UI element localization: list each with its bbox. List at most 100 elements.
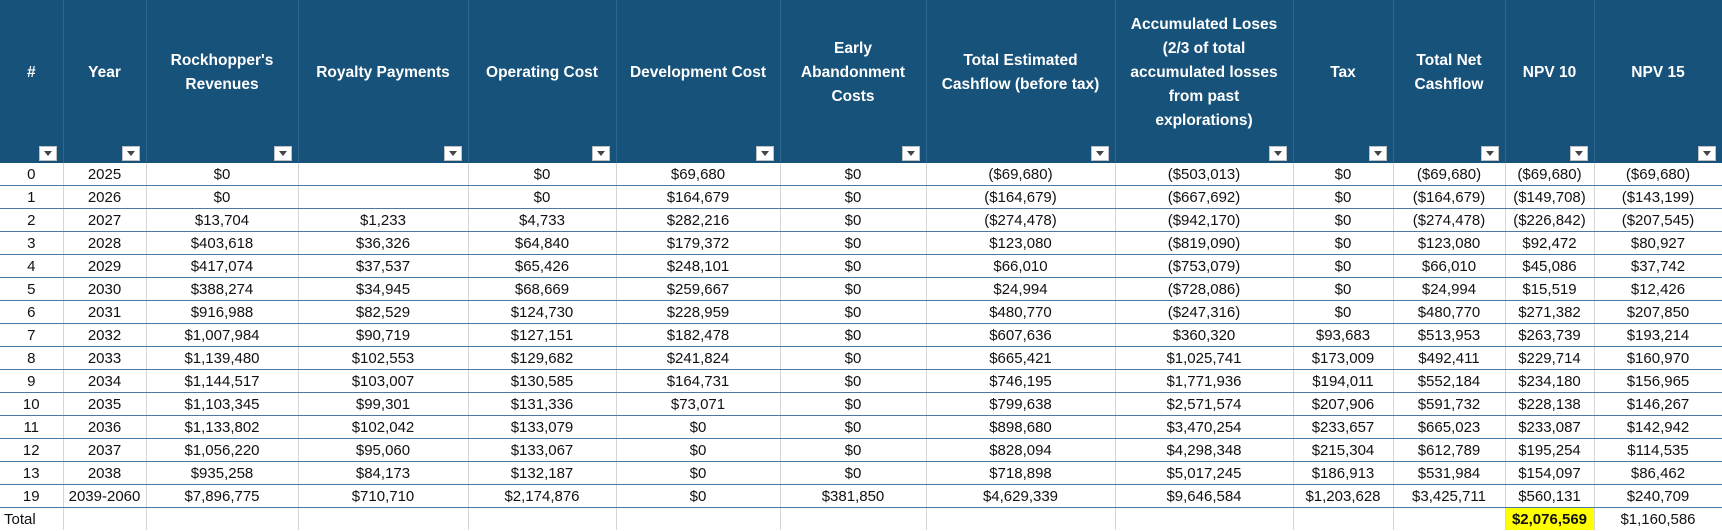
table-cell[interactable]: $1,144,517 bbox=[146, 369, 299, 393]
table-cell[interactable]: $84,173 bbox=[298, 461, 469, 485]
table-cell[interactable]: $229,714 bbox=[1505, 346, 1595, 370]
table-cell[interactable]: 2033 bbox=[63, 346, 147, 370]
table-cell[interactable]: $3,425,711 bbox=[1393, 484, 1506, 508]
table-cell[interactable]: $0 bbox=[146, 185, 299, 209]
table-cell[interactable]: $607,636 bbox=[926, 323, 1116, 347]
table-cell[interactable]: $0 bbox=[468, 185, 617, 209]
table-cell[interactable]: $207,850 bbox=[1594, 300, 1722, 324]
table-cell[interactable]: $0 bbox=[1293, 277, 1394, 301]
table-cell[interactable]: $591,732 bbox=[1393, 392, 1506, 416]
table-cell[interactable]: 2032 bbox=[63, 323, 147, 347]
table-cell[interactable]: $173,009 bbox=[1293, 346, 1394, 370]
table-cell[interactable]: $799,638 bbox=[926, 392, 1116, 416]
table-cell[interactable]: $746,195 bbox=[926, 369, 1116, 393]
table-cell[interactable]: $160,970 bbox=[1594, 346, 1722, 370]
table-cell[interactable]: $80,927 bbox=[1594, 231, 1722, 255]
table-cell[interactable]: $513,953 bbox=[1393, 323, 1506, 347]
table-cell[interactable]: 3 bbox=[0, 231, 64, 255]
table-cell[interactable]: 13 bbox=[0, 461, 64, 485]
table-cell[interactable]: $0 bbox=[780, 346, 927, 370]
filter-dropdown-icon[interactable] bbox=[38, 146, 57, 161]
table-cell[interactable]: $129,682 bbox=[468, 346, 617, 370]
table-cell[interactable] bbox=[146, 507, 299, 530]
table-cell[interactable]: $1,771,936 bbox=[1115, 369, 1294, 393]
table-cell[interactable]: 2025 bbox=[63, 163, 147, 186]
table-cell[interactable]: 4 bbox=[0, 254, 64, 278]
filter-dropdown-icon[interactable] bbox=[755, 146, 774, 161]
table-cell[interactable]: $65,426 bbox=[468, 254, 617, 278]
table-cell[interactable]: $5,017,245 bbox=[1115, 461, 1294, 485]
table-cell[interactable]: 2029 bbox=[63, 254, 147, 278]
table-cell[interactable]: $114,535 bbox=[1594, 438, 1722, 462]
table-cell[interactable] bbox=[616, 507, 781, 530]
filter-dropdown-icon[interactable] bbox=[1480, 146, 1499, 161]
table-cell[interactable] bbox=[468, 507, 617, 530]
table-cell[interactable]: $15,519 bbox=[1505, 277, 1595, 301]
table-cell[interactable]: $1,133,802 bbox=[146, 415, 299, 439]
table-cell[interactable]: $388,274 bbox=[146, 277, 299, 301]
table-cell[interactable]: $1,203,628 bbox=[1293, 484, 1394, 508]
table-cell[interactable]: $95,060 bbox=[298, 438, 469, 462]
filter-dropdown-icon[interactable] bbox=[1569, 146, 1588, 161]
table-cell[interactable]: $194,011 bbox=[1293, 369, 1394, 393]
table-cell[interactable]: $207,906 bbox=[1293, 392, 1394, 416]
table-cell[interactable]: $4,733 bbox=[468, 208, 617, 232]
table-cell[interactable]: $0 bbox=[780, 231, 927, 255]
table-cell[interactable]: ($69,680) bbox=[1594, 163, 1722, 186]
table-cell[interactable]: $64,840 bbox=[468, 231, 617, 255]
table-cell[interactable] bbox=[63, 507, 147, 530]
table-cell[interactable]: $34,945 bbox=[298, 277, 469, 301]
table-cell[interactable]: $935,258 bbox=[146, 461, 299, 485]
table-cell[interactable]: $156,965 bbox=[1594, 369, 1722, 393]
table-cell[interactable]: $102,042 bbox=[298, 415, 469, 439]
table-cell[interactable]: $1,103,345 bbox=[146, 392, 299, 416]
table-cell[interactable]: $93,683 bbox=[1293, 323, 1394, 347]
table-cell[interactable]: $417,074 bbox=[146, 254, 299, 278]
table-cell[interactable]: $0 bbox=[1293, 163, 1394, 186]
table-cell[interactable]: $1,025,741 bbox=[1115, 346, 1294, 370]
table-cell[interactable]: $179,372 bbox=[616, 231, 781, 255]
table-cell[interactable] bbox=[780, 507, 927, 530]
filter-dropdown-icon[interactable] bbox=[901, 146, 920, 161]
total-npv15[interactable]: $1,160,586 bbox=[1594, 507, 1722, 530]
table-cell[interactable]: $4,629,339 bbox=[926, 484, 1116, 508]
table-cell[interactable]: $916,988 bbox=[146, 300, 299, 324]
table-cell[interactable]: ($69,680) bbox=[1505, 163, 1595, 186]
table-cell[interactable]: $381,850 bbox=[780, 484, 927, 508]
table-cell[interactable]: $560,131 bbox=[1505, 484, 1595, 508]
table-cell[interactable]: 2034 bbox=[63, 369, 147, 393]
table-cell[interactable]: ($149,708) bbox=[1505, 185, 1595, 209]
table-cell[interactable]: ($69,680) bbox=[926, 163, 1116, 186]
table-cell[interactable]: $9,646,584 bbox=[1115, 484, 1294, 508]
table-cell[interactable]: $0 bbox=[780, 323, 927, 347]
table-cell[interactable]: $0 bbox=[1293, 300, 1394, 324]
filter-dropdown-icon[interactable] bbox=[1697, 146, 1716, 161]
table-cell[interactable]: ($164,679) bbox=[926, 185, 1116, 209]
table-cell[interactable]: $710,710 bbox=[298, 484, 469, 508]
table-cell[interactable]: $82,529 bbox=[298, 300, 469, 324]
table-cell[interactable]: 6 bbox=[0, 300, 64, 324]
table-cell[interactable]: $234,180 bbox=[1505, 369, 1595, 393]
table-cell[interactable]: 7 bbox=[0, 323, 64, 347]
table-cell[interactable]: $124,730 bbox=[468, 300, 617, 324]
table-cell[interactable]: ($226,842) bbox=[1505, 208, 1595, 232]
table-cell[interactable]: 19 bbox=[0, 484, 64, 508]
table-cell[interactable]: $665,421 bbox=[926, 346, 1116, 370]
table-cell[interactable]: $123,080 bbox=[926, 231, 1116, 255]
table-cell[interactable]: $37,537 bbox=[298, 254, 469, 278]
table-cell[interactable]: $132,187 bbox=[468, 461, 617, 485]
table-cell[interactable]: $186,913 bbox=[1293, 461, 1394, 485]
table-cell[interactable]: $0 bbox=[780, 277, 927, 301]
table-cell[interactable]: $99,301 bbox=[298, 392, 469, 416]
table-cell[interactable]: $233,087 bbox=[1505, 415, 1595, 439]
table-cell[interactable]: 11 bbox=[0, 415, 64, 439]
filter-dropdown-icon[interactable] bbox=[1090, 146, 1109, 161]
table-cell[interactable]: $0 bbox=[780, 163, 927, 186]
table-cell[interactable]: $0 bbox=[1293, 208, 1394, 232]
table-cell[interactable]: ($69,680) bbox=[1393, 163, 1506, 186]
table-cell[interactable]: $0 bbox=[780, 438, 927, 462]
table-cell[interactable]: $69,680 bbox=[616, 163, 781, 186]
table-cell[interactable]: $228,959 bbox=[616, 300, 781, 324]
table-cell[interactable]: $7,896,775 bbox=[146, 484, 299, 508]
table-cell[interactable]: $215,304 bbox=[1293, 438, 1394, 462]
